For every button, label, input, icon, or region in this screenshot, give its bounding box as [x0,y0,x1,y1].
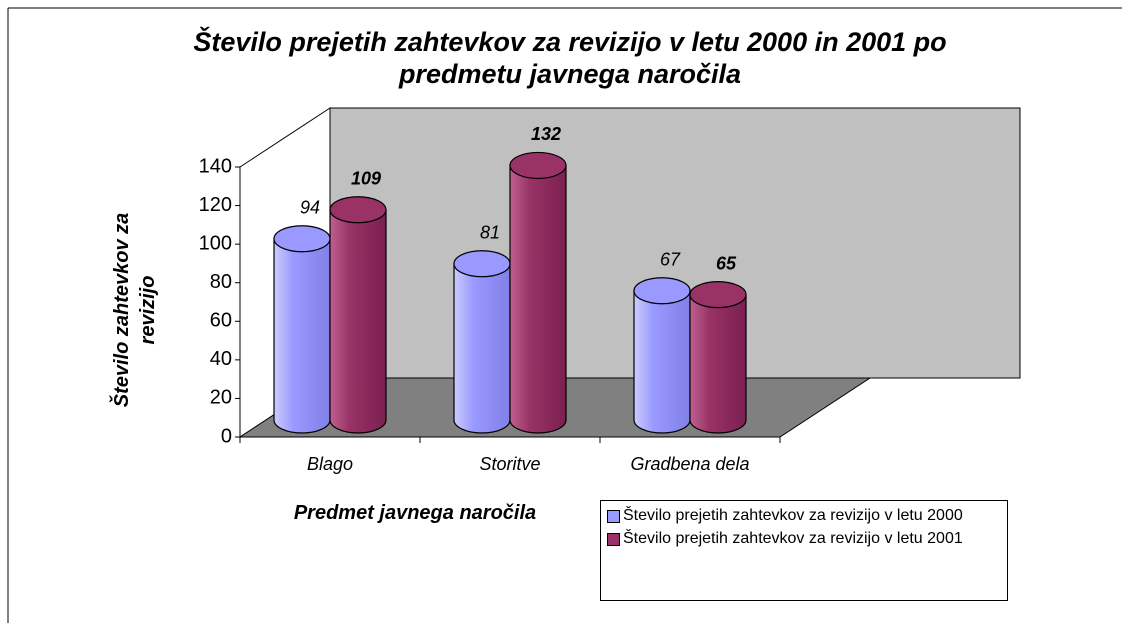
legend-entry: Število prejetih zahtevkov za revizijo v… [607,529,1001,548]
data-label: 94 [300,197,320,217]
data-label: 132 [531,124,561,144]
y-tick-label: 120 [199,194,232,216]
y-tick-label: 20 [210,387,232,409]
y-axis-title: Število zahtevkov za revizijo [111,212,159,408]
cylinder [273,238,331,434]
chart-title: Število prejetih zahtevkov za revizijo v… [193,27,947,89]
cylinder [633,290,691,434]
legend-swatch [607,510,620,523]
cylinder [509,164,567,434]
cylinder [689,294,747,434]
x-tick-label: Storitve [479,454,540,474]
y-tick-label: 100 [199,232,232,254]
data-label: 67 [660,250,681,270]
cylinder-top [509,151,567,180]
cylinder-top [689,281,747,309]
x-tick-label: Blago [307,454,353,474]
y-tick-label: 0 [221,425,232,447]
legend-label: Število prejetih zahtevkov za revizijo v… [623,507,963,524]
y-tick-label: 140 [199,155,232,177]
cylinder [329,209,387,434]
y-tick-label: 80 [210,271,232,293]
cylinder-top [453,250,511,278]
data-label: 81 [480,223,500,243]
legend-entry: Število prejetih zahtevkov za revizijo v… [607,506,1001,525]
cylinder [453,263,511,434]
data-label: 65 [716,253,737,273]
y-tick-label: 40 [210,348,232,370]
x-tick-label: Gradbena dela [630,454,749,474]
cylinder-top [633,277,691,305]
y-tick-label: 60 [210,310,232,332]
x-axis-title: Predmet javnega naročila [293,502,537,524]
legend-swatch [607,533,620,546]
legend: Število prejetih zahtevkov za revizijo v… [600,500,1008,601]
cylinder-top [329,196,387,224]
legend-label: Število prejetih zahtevkov za revizijo v… [623,530,963,547]
cylinder-top [273,225,331,253]
data-label: 109 [351,169,381,189]
